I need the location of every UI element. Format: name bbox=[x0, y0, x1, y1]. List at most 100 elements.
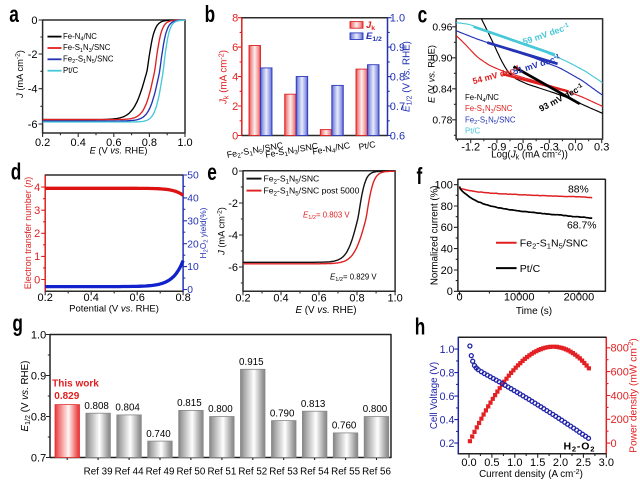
svg-text:2: 2 bbox=[232, 101, 238, 113]
svg-text:Fe-S1​N3​/SNC: Fe-S1​N3​/SNC bbox=[63, 43, 111, 54]
svg-text:0.7: 0.7 bbox=[31, 452, 46, 464]
svg-text:a: a bbox=[9, 3, 19, 28]
svg-text:Jk​: Jk​ bbox=[366, 20, 375, 32]
svg-text:88%: 88% bbox=[568, 184, 589, 195]
svg-text:Power density (mW cm-2​): Power density (mW cm-2​) bbox=[626, 338, 639, 453]
svg-text:0: 0 bbox=[611, 438, 617, 450]
svg-text:0.2: 0.2 bbox=[235, 293, 250, 305]
svg-text:4: 4 bbox=[232, 71, 238, 83]
svg-text:Fe-N4​/NC: Fe-N4​/NC bbox=[465, 93, 499, 104]
svg-text:80: 80 bbox=[441, 201, 453, 213]
svg-text:Ref 50: Ref 50 bbox=[176, 467, 205, 478]
svg-text:0.9: 0.9 bbox=[31, 370, 46, 382]
svg-text:1.5: 1.5 bbox=[530, 457, 545, 469]
svg-text:Pt/C: Pt/C bbox=[465, 126, 481, 135]
svg-text:0.2: 0.2 bbox=[38, 292, 53, 304]
svg-text:-0.6: -0.6 bbox=[514, 142, 533, 154]
svg-text:-2: -2 bbox=[228, 198, 238, 210]
svg-text:Fe2​-S1​N5​/SNC post 5000: Fe2​-S1​N5​/SNC post 5000 bbox=[264, 186, 360, 198]
svg-text:J (mA cm-2​): J (mA cm-2​) bbox=[15, 50, 25, 99]
svg-text:0.6: 0.6 bbox=[130, 292, 145, 304]
svg-text:10000: 10000 bbox=[504, 292, 535, 304]
svg-text:0.6: 0.6 bbox=[311, 293, 326, 305]
svg-text:-1.2: -1.2 bbox=[461, 142, 480, 154]
svg-text:1.0: 1.0 bbox=[390, 13, 405, 25]
svg-text:400: 400 bbox=[611, 390, 629, 402]
svg-text:0.8: 0.8 bbox=[142, 137, 157, 149]
svg-text:0.3: 0.3 bbox=[594, 142, 609, 154]
svg-text:0.2: 0.2 bbox=[440, 438, 455, 450]
svg-text:E (V vs. RHE): E (V vs. RHE) bbox=[90, 146, 148, 156]
svg-text:e: e bbox=[207, 161, 217, 186]
svg-text:40: 40 bbox=[187, 194, 199, 205]
svg-text:0.815: 0.815 bbox=[177, 398, 202, 409]
svg-text:1: 1 bbox=[34, 251, 40, 263]
svg-text:E (V vs. RHE): E (V vs. RHE) bbox=[427, 45, 437, 103]
svg-text:h: h bbox=[415, 315, 426, 340]
svg-text:0.740: 0.740 bbox=[146, 429, 171, 440]
svg-text:-4: -4 bbox=[28, 84, 38, 96]
svg-text:Ref 53: Ref 53 bbox=[269, 467, 298, 478]
svg-text:Ref 44: Ref 44 bbox=[115, 467, 144, 478]
svg-text:0.4: 0.4 bbox=[71, 137, 86, 149]
svg-text:Jk​ (mA cm-2​): Jk​ (mA cm-2​) bbox=[217, 50, 230, 105]
svg-text:-0.9: -0.9 bbox=[487, 142, 506, 154]
svg-text:600: 600 bbox=[611, 366, 629, 378]
svg-text:Fe2​-S1​N5​/SNC: Fe2​-S1​N5​/SNC bbox=[465, 116, 516, 127]
svg-text:E1/2​= 0.829 V: E1/2​= 0.829 V bbox=[330, 273, 377, 284]
svg-text:0.84: 0.84 bbox=[432, 84, 452, 95]
svg-text:68.7%: 68.7% bbox=[567, 220, 596, 231]
svg-text:Ref 55: Ref 55 bbox=[331, 467, 360, 478]
svg-text:0.6: 0.6 bbox=[440, 391, 455, 403]
svg-text:-6: -6 bbox=[228, 262, 238, 274]
svg-text:-0.3: -0.3 bbox=[540, 142, 559, 154]
svg-text:0.760: 0.760 bbox=[332, 421, 357, 432]
svg-text:1.0: 1.0 bbox=[31, 329, 46, 341]
svg-text:Ref 54: Ref 54 bbox=[300, 467, 329, 478]
svg-text:0.4: 0.4 bbox=[84, 292, 99, 304]
svg-text:0.808: 0.808 bbox=[84, 401, 109, 412]
svg-text:1.0: 1.0 bbox=[440, 344, 455, 356]
svg-text:Ref 49: Ref 49 bbox=[146, 467, 175, 478]
svg-text:0.5: 0.5 bbox=[484, 457, 499, 469]
svg-text:J (mA cm-2​): J (mA cm-2​) bbox=[216, 207, 226, 256]
svg-text:Electron transfer number (n): Electron transfer number (n) bbox=[23, 177, 33, 290]
svg-text:Fe2​-S1​N5​/SNC: Fe2​-S1​N5​/SNC bbox=[520, 238, 589, 251]
svg-text:0.4: 0.4 bbox=[273, 293, 288, 305]
svg-text:Current density (A cm-2​): Current density (A cm-2​) bbox=[479, 468, 583, 480]
svg-text:3: 3 bbox=[34, 205, 40, 217]
svg-text:0.96: 0.96 bbox=[432, 22, 452, 33]
svg-text:d: d bbox=[11, 160, 22, 185]
svg-text:H2​O2​ yield(%): H2​O2​ yield(%) bbox=[199, 207, 210, 258]
svg-text:Pt/C: Pt/C bbox=[358, 139, 377, 152]
svg-text:-2: -2 bbox=[28, 49, 38, 61]
svg-text:-6: -6 bbox=[28, 119, 38, 131]
svg-text:Cell Voltage (V): Cell Voltage (V) bbox=[429, 362, 440, 429]
svg-text:0.8: 0.8 bbox=[440, 367, 455, 379]
svg-text:2.0: 2.0 bbox=[553, 457, 568, 469]
svg-text:E1/2​ (V vs. RHE): E1/2​ (V vs. RHE) bbox=[20, 361, 32, 432]
svg-text:8: 8 bbox=[232, 13, 238, 25]
svg-text:20: 20 bbox=[187, 239, 199, 250]
svg-text:-4: -4 bbox=[228, 230, 238, 242]
svg-text:b: b bbox=[205, 3, 216, 28]
svg-text:0: 0 bbox=[447, 286, 453, 298]
svg-text:0.90: 0.90 bbox=[432, 53, 452, 64]
svg-text:Time (s): Time (s) bbox=[516, 306, 552, 317]
svg-text:200: 200 bbox=[611, 414, 629, 426]
svg-text:50: 50 bbox=[187, 171, 199, 182]
svg-text:20: 20 bbox=[441, 265, 453, 277]
svg-text:30: 30 bbox=[187, 216, 199, 227]
svg-text:E1/2​ (V vs. RHE): E1/2​ (V vs. RHE) bbox=[402, 41, 414, 112]
svg-text:g: g bbox=[12, 312, 23, 337]
svg-text:60: 60 bbox=[441, 222, 453, 234]
svg-text:3.0: 3.0 bbox=[599, 457, 614, 469]
svg-text:0: 0 bbox=[456, 292, 462, 304]
svg-text:H2​-O2​: H2​-O2​ bbox=[564, 440, 596, 453]
svg-text:2.5: 2.5 bbox=[576, 457, 591, 469]
svg-text:0.915: 0.915 bbox=[239, 357, 264, 368]
svg-text:2: 2 bbox=[34, 228, 40, 240]
svg-text:Pt/C: Pt/C bbox=[63, 66, 79, 75]
svg-text:0.800: 0.800 bbox=[208, 404, 233, 415]
svg-text:10: 10 bbox=[187, 262, 199, 273]
